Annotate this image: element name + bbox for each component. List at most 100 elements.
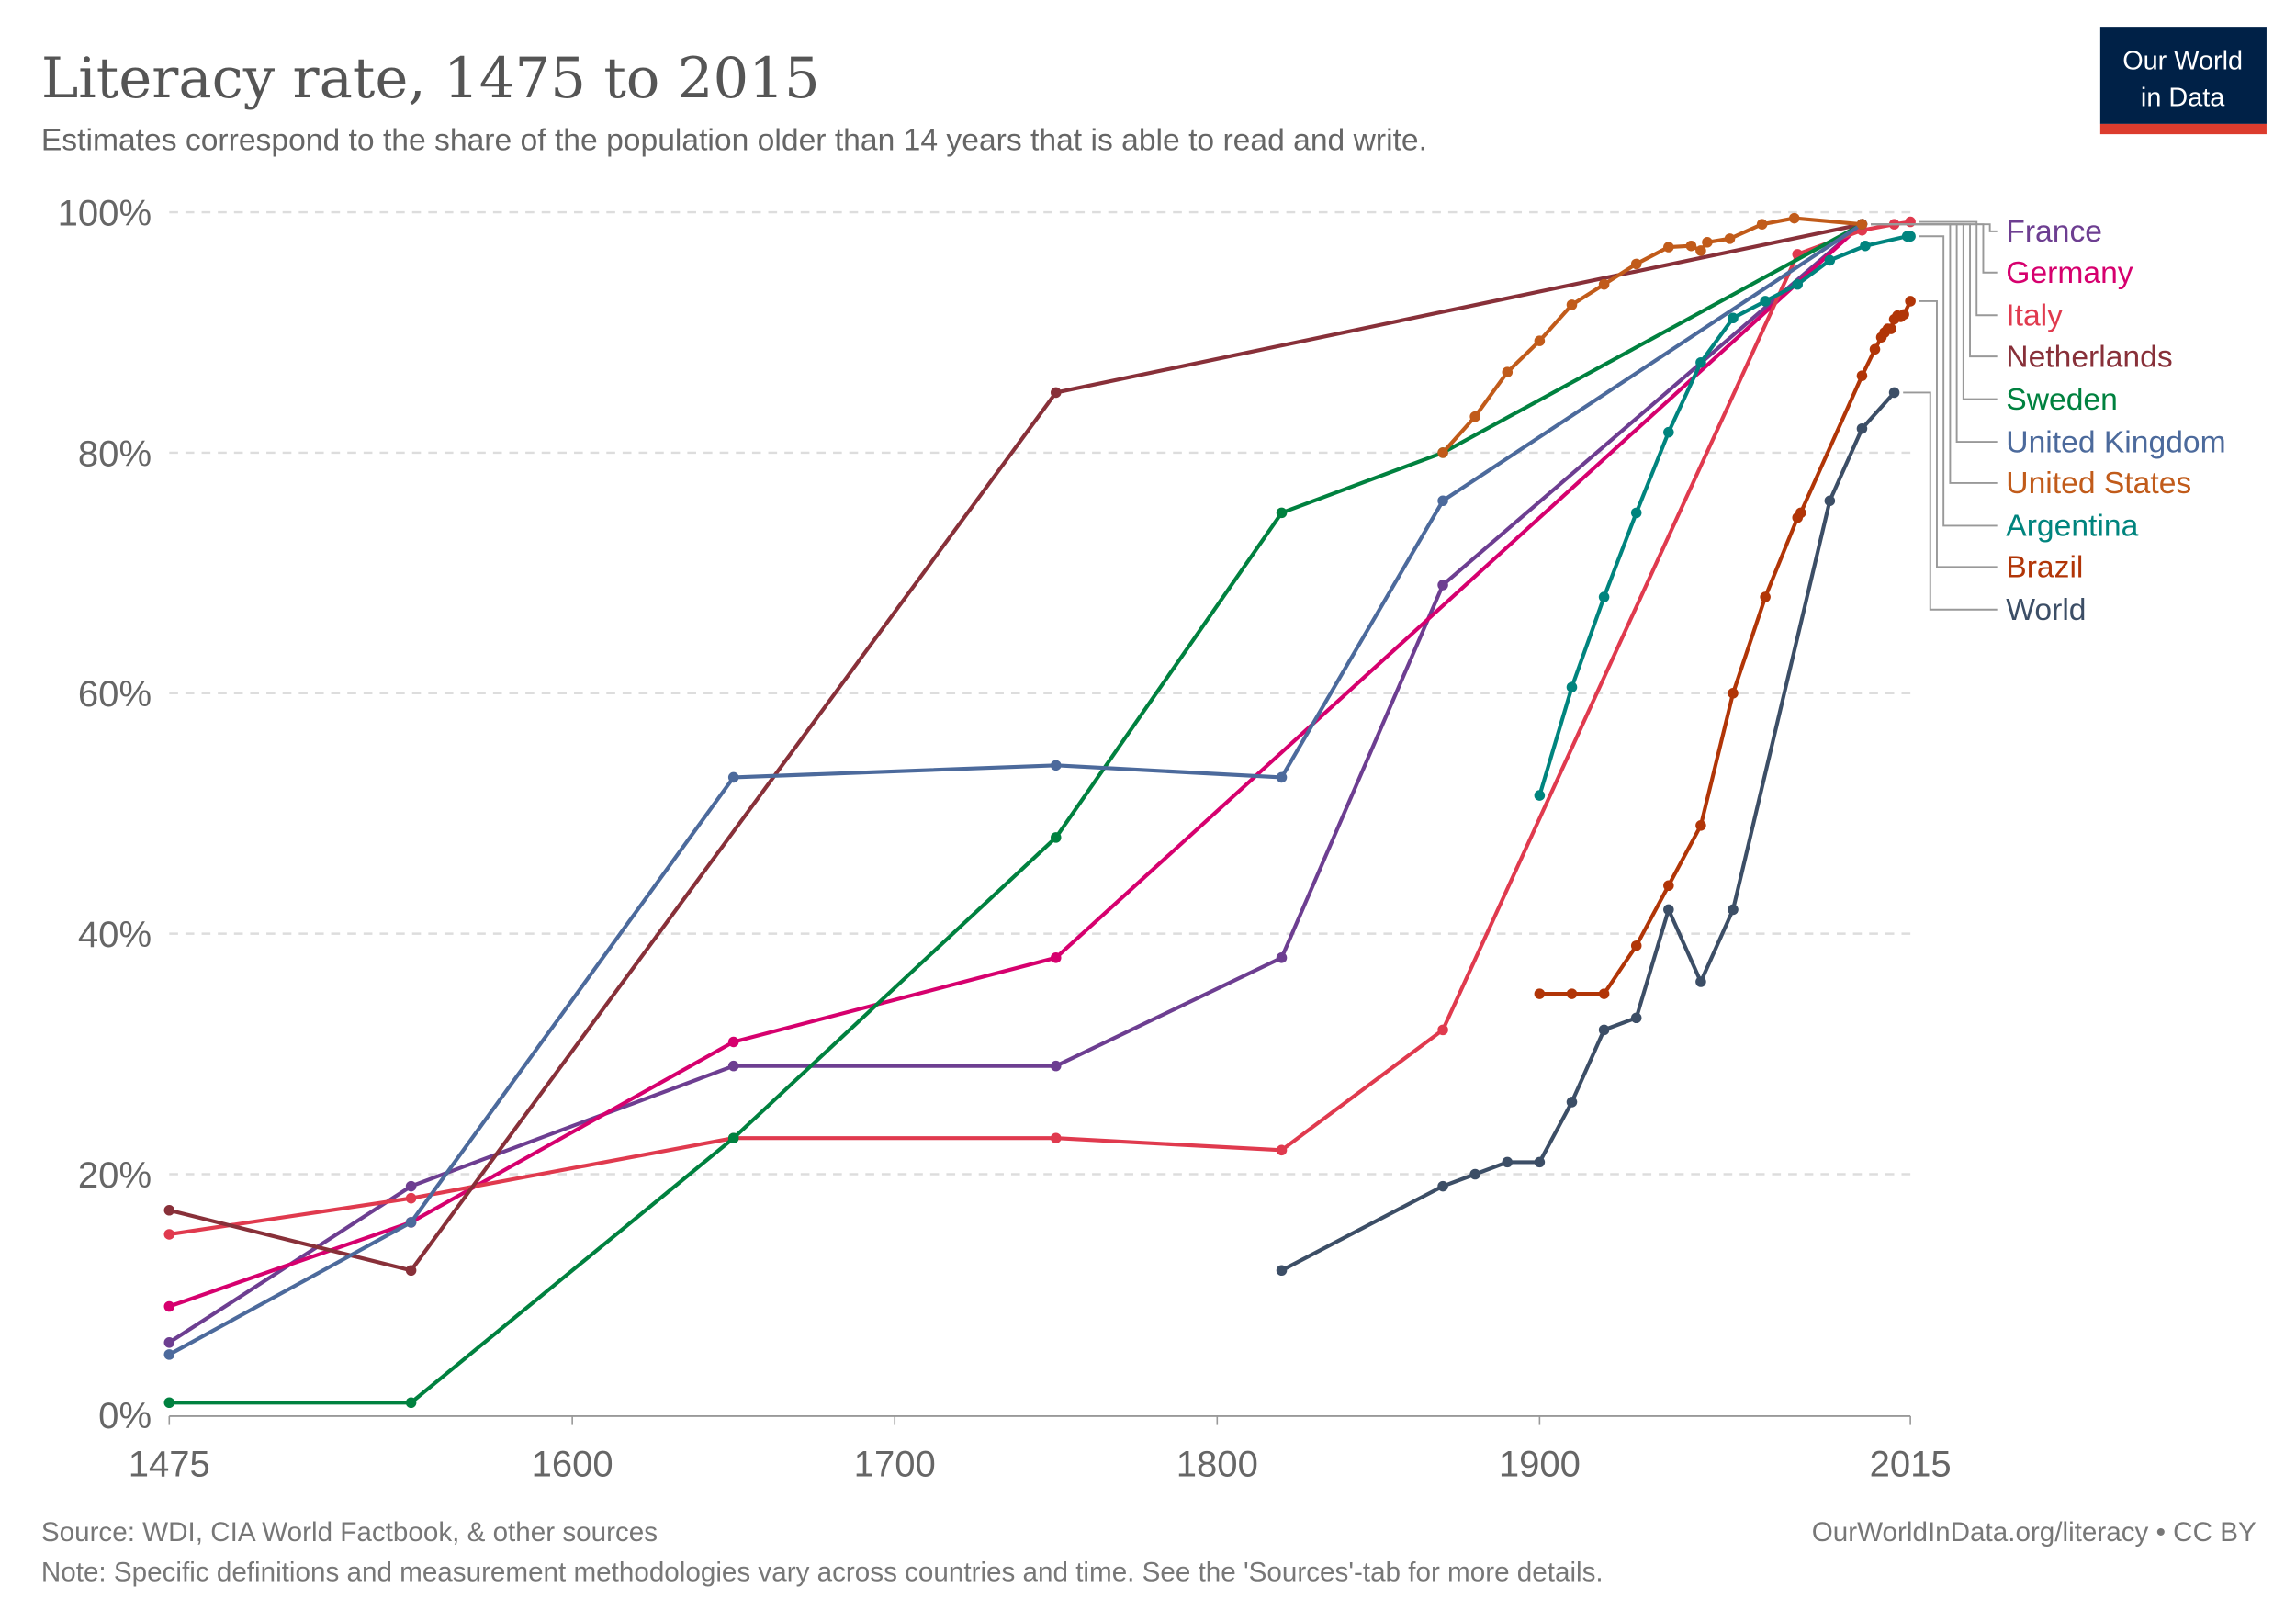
data-point[interactable] xyxy=(1534,988,1546,999)
data-point[interactable] xyxy=(1856,219,1868,230)
data-point[interactable] xyxy=(1598,591,1610,602)
data-point[interactable] xyxy=(1630,940,1642,951)
data-point[interactable] xyxy=(1788,212,1800,224)
data-point[interactable] xyxy=(163,1349,175,1360)
data-point[interactable] xyxy=(1534,790,1546,801)
series-united-states[interactable] xyxy=(1437,212,1868,458)
data-point[interactable] xyxy=(1469,1168,1480,1180)
data-point[interactable] xyxy=(1050,1132,1062,1143)
data-point[interactable] xyxy=(1566,988,1578,999)
data-point[interactable] xyxy=(1702,237,1713,248)
data-point[interactable] xyxy=(1905,216,1916,228)
series-italy[interactable] xyxy=(163,216,1916,1240)
data-point[interactable] xyxy=(1856,370,1868,381)
data-point[interactable] xyxy=(1630,507,1642,519)
legend-label[interactable]: Italy xyxy=(2006,298,2063,332)
series-netherlands[interactable] xyxy=(163,219,1868,1277)
data-point[interactable] xyxy=(1502,1156,1514,1168)
data-point[interactable] xyxy=(1695,976,1706,987)
data-point[interactable] xyxy=(163,1205,175,1216)
data-point[interactable] xyxy=(163,1229,175,1240)
data-point[interactable] xyxy=(1898,309,1909,321)
data-point[interactable] xyxy=(163,1337,175,1348)
legend-label[interactable]: Germany xyxy=(2006,256,2133,290)
data-point[interactable] xyxy=(1502,366,1514,377)
data-point[interactable] xyxy=(1534,1156,1546,1168)
data-point[interactable] xyxy=(1566,299,1578,310)
series-united-kingdom[interactable] xyxy=(163,219,1868,1360)
data-point[interactable] xyxy=(1905,231,1916,242)
footer-link[interactable]: OurWorldInData.org/literacy • CC BY xyxy=(1812,1517,2257,1548)
data-point[interactable] xyxy=(1050,387,1062,399)
data-point[interactable] xyxy=(1276,507,1288,519)
data-point[interactable] xyxy=(1695,245,1706,256)
data-point[interactable] xyxy=(1824,254,1836,266)
data-point[interactable] xyxy=(1598,1024,1610,1036)
owid-logo[interactable]: Our World in Data xyxy=(2099,27,2267,135)
legend-label[interactable]: United Kingdom xyxy=(2006,425,2225,459)
data-point[interactable] xyxy=(1598,988,1610,999)
data-point[interactable] xyxy=(1437,495,1448,507)
data-point[interactable] xyxy=(1276,771,1288,783)
data-point[interactable] xyxy=(1885,323,1896,334)
data-point[interactable] xyxy=(1728,688,1739,699)
data-point[interactable] xyxy=(1724,233,1736,244)
series-world[interactable] xyxy=(1276,387,1900,1277)
data-point[interactable] xyxy=(1469,411,1480,422)
data-point[interactable] xyxy=(1856,422,1868,434)
data-point[interactable] xyxy=(1905,296,1916,307)
data-point[interactable] xyxy=(1860,240,1871,252)
data-point[interactable] xyxy=(1630,258,1642,270)
data-point[interactable] xyxy=(1756,219,1768,230)
data-point[interactable] xyxy=(1795,507,1806,519)
data-point[interactable] xyxy=(405,1397,417,1409)
data-point[interactable] xyxy=(1050,832,1062,843)
data-point[interactable] xyxy=(1437,1180,1448,1192)
data-point[interactable] xyxy=(163,1397,175,1409)
data-point[interactable] xyxy=(1792,278,1804,290)
data-point[interactable] xyxy=(1598,278,1610,290)
legend-label[interactable]: World xyxy=(2006,593,2086,627)
data-point[interactable] xyxy=(1685,240,1697,252)
legend-label[interactable]: Netherlands xyxy=(2006,340,2172,374)
data-point[interactable] xyxy=(1050,1060,1062,1072)
data-point[interactable] xyxy=(405,1217,417,1228)
data-point[interactable] xyxy=(1695,820,1706,831)
data-point[interactable] xyxy=(727,1132,739,1143)
data-point[interactable] xyxy=(1824,495,1836,507)
legend-label[interactable]: Argentina xyxy=(2006,510,2138,544)
legend-label[interactable]: France xyxy=(2006,215,2102,249)
data-point[interactable] xyxy=(1534,335,1546,346)
data-point[interactable] xyxy=(727,771,739,783)
data-point[interactable] xyxy=(1276,1144,1288,1156)
data-point[interactable] xyxy=(727,1036,739,1048)
data-point[interactable] xyxy=(1728,904,1739,916)
legend-label[interactable]: Sweden xyxy=(2006,383,2118,417)
data-point[interactable] xyxy=(1663,426,1674,438)
data-point[interactable] xyxy=(1869,343,1881,355)
data-point[interactable] xyxy=(1437,580,1448,591)
series-brazil[interactable] xyxy=(1534,296,1916,999)
data-point[interactable] xyxy=(1050,952,1062,963)
data-point[interactable] xyxy=(1760,296,1771,307)
data-point[interactable] xyxy=(1437,447,1448,458)
data-point[interactable] xyxy=(1728,312,1739,324)
data-point[interactable] xyxy=(1695,356,1706,368)
data-point[interactable] xyxy=(405,1180,417,1192)
data-point[interactable] xyxy=(1630,1012,1642,1024)
data-point[interactable] xyxy=(1566,1097,1578,1108)
data-point[interactable] xyxy=(405,1192,417,1204)
data-point[interactable] xyxy=(1760,591,1771,602)
data-point[interactable] xyxy=(405,1265,417,1277)
data-point[interactable] xyxy=(727,1060,739,1072)
data-point[interactable] xyxy=(1437,1024,1448,1036)
data-point[interactable] xyxy=(1663,242,1674,253)
data-point[interactable] xyxy=(1663,880,1674,892)
data-point[interactable] xyxy=(163,1300,175,1312)
data-point[interactable] xyxy=(1276,952,1288,963)
data-point[interactable] xyxy=(1663,904,1674,916)
series-argentina[interactable] xyxy=(1534,231,1916,801)
data-point[interactable] xyxy=(1888,387,1900,399)
data-point[interactable] xyxy=(1276,1265,1288,1277)
data-point[interactable] xyxy=(1566,681,1578,692)
